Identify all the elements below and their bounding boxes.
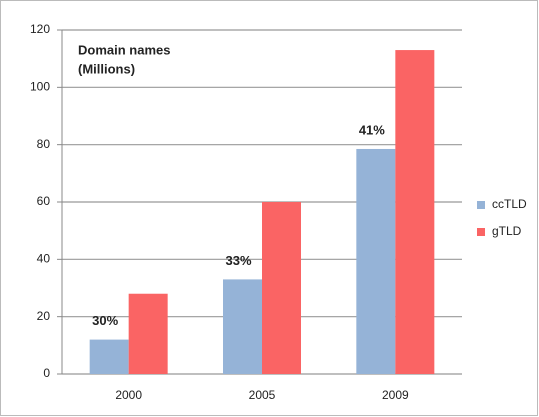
bar (89, 339, 129, 374)
bar (262, 202, 301, 374)
y-tick-label: 80 (37, 137, 51, 151)
annotation: 41% (359, 122, 385, 137)
legend-swatch (477, 228, 485, 236)
y-tick-label: 60 (37, 194, 51, 208)
chart-title: (Millions) (78, 61, 135, 76)
annotation: 30% (92, 313, 118, 328)
y-tick-label: 0 (43, 366, 50, 380)
x-tick-label: 2009 (382, 388, 409, 402)
y-tick-label: 120 (30, 22, 50, 36)
y-tick-label: 40 (37, 252, 51, 266)
bar (356, 148, 396, 374)
legend-label: gTLD (492, 224, 522, 238)
annotation: 33% (225, 253, 251, 268)
y-tick-label: 20 (37, 309, 51, 323)
bar (128, 293, 168, 374)
x-tick-label: 2000 (115, 388, 142, 402)
y-tick-label: 100 (30, 80, 50, 94)
x-tick-label: 2005 (249, 388, 276, 402)
bar (395, 50, 435, 375)
legend-label: ccTLD (492, 197, 527, 211)
legend-swatch (477, 201, 485, 209)
bar (223, 279, 262, 374)
chart-title: Domain names (78, 42, 170, 57)
